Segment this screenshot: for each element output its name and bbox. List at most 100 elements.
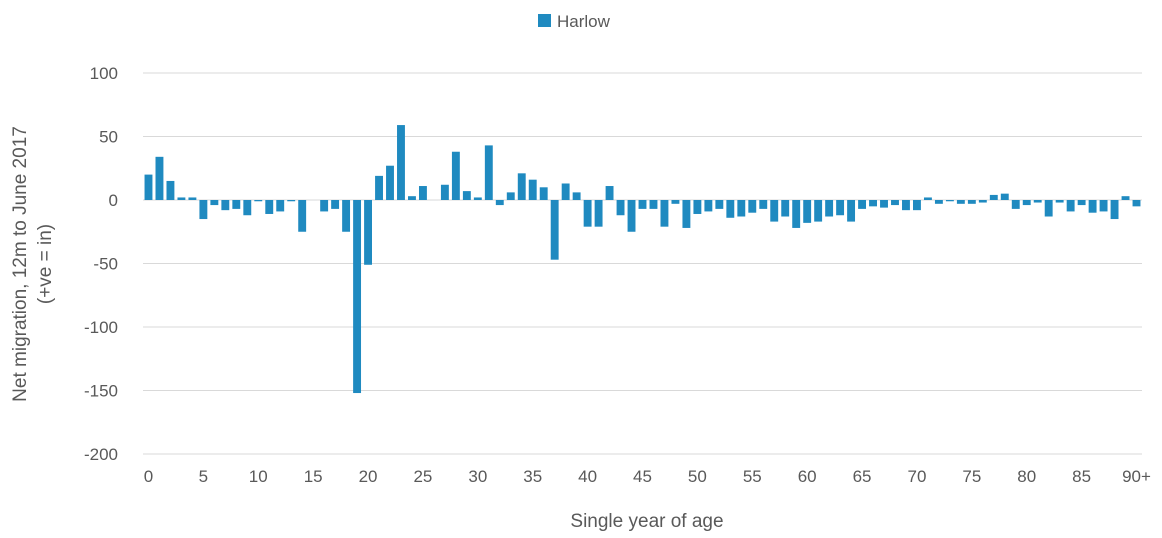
x-tick-label: 75 (962, 467, 981, 486)
bar (199, 200, 208, 220)
y-tick-label: 100 (90, 64, 118, 83)
bar (144, 174, 153, 200)
y-tick-label: -100 (84, 318, 118, 337)
bar (792, 200, 801, 228)
bar (978, 200, 987, 203)
bar (506, 192, 515, 200)
bar (726, 200, 735, 218)
x-tick-label: 5 (199, 467, 208, 486)
bar (1066, 200, 1075, 212)
bar (484, 145, 493, 200)
bar (934, 200, 943, 204)
bar (781, 200, 790, 217)
bar (243, 200, 252, 216)
bar (770, 200, 779, 222)
x-tick-label: 50 (688, 467, 707, 486)
bar (166, 180, 175, 200)
bar (1055, 200, 1064, 203)
x-axis-ticks: 0 5 10 15 20 25 30 35 40 45 50 55 60 65 70 75 80 85 90+ (144, 467, 1151, 486)
bar (671, 200, 680, 204)
bar (1022, 200, 1031, 206)
bar (210, 200, 219, 206)
x-tick-label: 60 (798, 467, 817, 486)
x-tick-label: 10 (249, 467, 268, 486)
y-axis-title: Net migration, 12m to June 2017 (+ve = i… (10, 126, 56, 402)
bar (1000, 193, 1009, 200)
y-tick-label: -50 (93, 255, 118, 274)
bar (418, 186, 427, 200)
bar (989, 194, 998, 200)
bar (408, 196, 416, 200)
bar (1044, 200, 1053, 217)
bar (1132, 200, 1141, 207)
bar (1011, 200, 1020, 209)
x-tick-label: 35 (523, 467, 542, 486)
legend: Harlow (538, 12, 611, 31)
bar (956, 200, 965, 204)
bar (704, 200, 713, 212)
y-tick-label: -150 (84, 382, 118, 401)
bar (550, 200, 559, 260)
bar (331, 200, 340, 209)
bar (561, 183, 570, 200)
bar (759, 200, 768, 209)
gridlines (143, 72, 1142, 455)
bar (825, 200, 834, 217)
bar (748, 200, 757, 213)
bar (386, 165, 394, 200)
bar (803, 200, 812, 223)
y-axis-ticks: 100 50 0 -50 -100 -150 -200 (84, 64, 118, 464)
bar (913, 200, 921, 211)
x-tick-label: 25 (413, 467, 432, 486)
bars (144, 125, 1141, 394)
x-tick-label: 30 (468, 467, 487, 486)
bar (869, 200, 877, 207)
bar (605, 186, 614, 200)
bar (836, 200, 845, 216)
bar (616, 200, 625, 216)
bar (298, 200, 307, 232)
bar (660, 200, 669, 227)
bar (1121, 196, 1130, 200)
bar (902, 200, 910, 211)
bar (693, 200, 702, 214)
bar (254, 200, 263, 202)
bar (945, 200, 954, 202)
bar (276, 200, 285, 212)
bar (858, 200, 867, 209)
bar (880, 200, 888, 208)
bar (375, 175, 383, 200)
bar (177, 197, 186, 200)
y-axis-title-line1: Net migration, 12m to June 2017 (10, 126, 31, 402)
bar (1110, 200, 1119, 220)
y-tick-label: 0 (109, 191, 118, 210)
bar (737, 200, 746, 217)
bar (923, 197, 932, 200)
bar (364, 200, 372, 265)
bar (353, 200, 362, 394)
bar (1033, 200, 1042, 203)
bar (891, 200, 899, 206)
bar (473, 197, 482, 200)
bar (155, 156, 164, 200)
bar (221, 200, 230, 211)
x-tick-label: 20 (359, 467, 378, 486)
y-tick-label: 50 (99, 128, 118, 147)
bar (627, 200, 636, 232)
legend-label-harlow: Harlow (557, 12, 611, 31)
bar (451, 151, 460, 200)
x-tick-label: 45 (633, 467, 652, 486)
bar (594, 200, 603, 227)
bar (440, 184, 449, 200)
bar (517, 173, 526, 200)
bar (715, 200, 724, 209)
bar (287, 200, 296, 202)
x-axis-title: Single year of age (570, 511, 723, 532)
x-tick-label: 40 (578, 467, 597, 486)
bar (528, 179, 537, 200)
bar (1077, 200, 1086, 206)
bar (638, 200, 647, 209)
bar (265, 200, 274, 214)
x-tick-label: 70 (907, 467, 926, 486)
